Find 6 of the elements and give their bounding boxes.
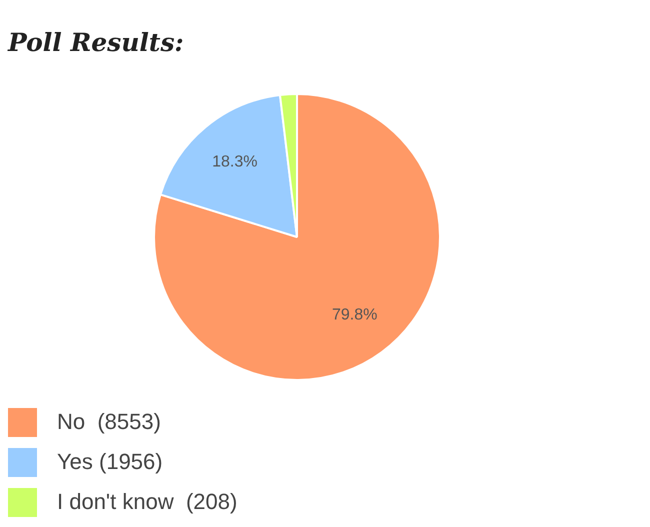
legend-label: Yes (1956) <box>57 449 163 475</box>
legend-label: I don't know (208) <box>57 489 238 515</box>
data-label: 18.3% <box>212 154 258 171</box>
chart-title: Poll Results: <box>8 28 184 57</box>
data-label: 79.8% <box>332 306 378 324</box>
legend-label: No (8553) <box>57 409 161 435</box>
